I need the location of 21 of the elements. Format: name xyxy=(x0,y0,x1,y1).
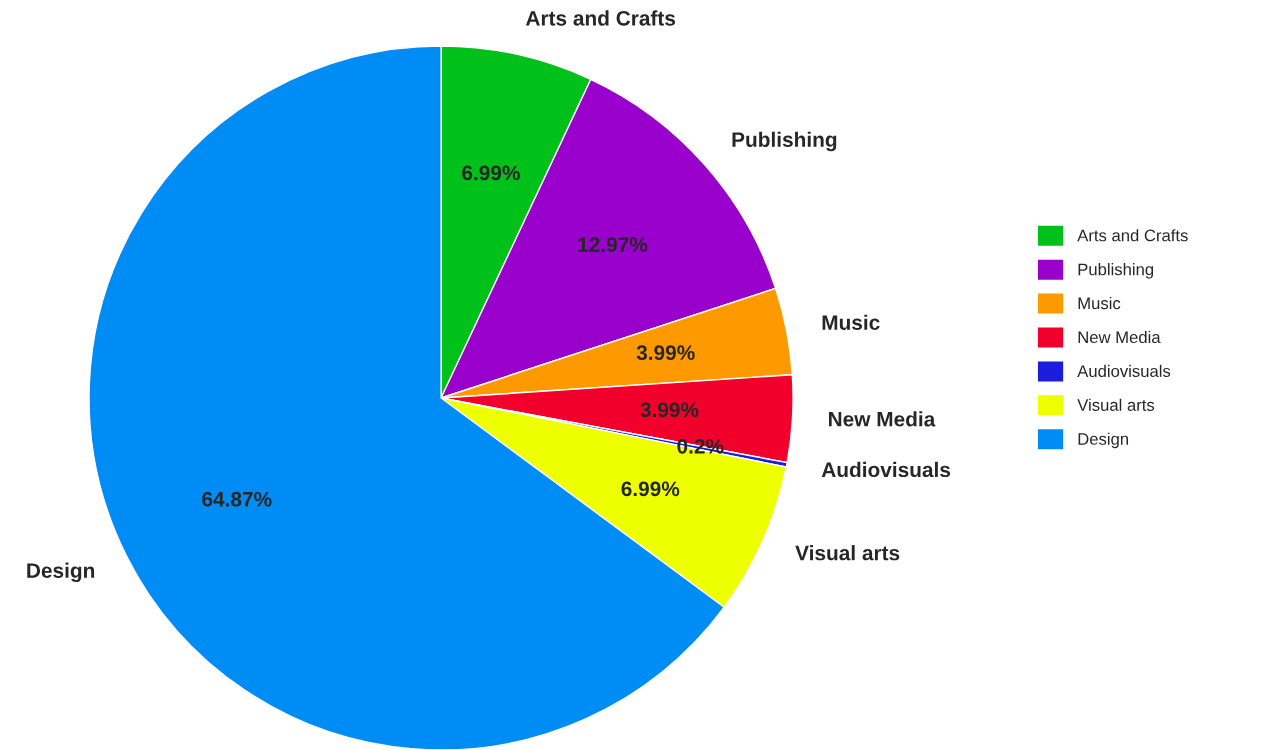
slice-label: Arts and Crafts xyxy=(525,10,676,26)
legend-label: Music xyxy=(1078,296,1121,310)
data-label: 0.2% xyxy=(677,438,724,454)
data-label: 3.99% xyxy=(640,402,699,418)
slice-label: Audiovisuals xyxy=(821,461,951,478)
slice-label: New Media xyxy=(828,411,936,427)
data-label: 12.97% xyxy=(578,237,648,252)
slice-label: Publishing xyxy=(732,131,837,152)
legend-label: New Media xyxy=(1078,330,1161,344)
legend-label: Visual arts xyxy=(1077,398,1155,411)
legend-label: Audiovisuals xyxy=(1077,364,1171,378)
legend-label: Design xyxy=(1078,432,1129,449)
legend-label: Publishing xyxy=(1078,263,1154,279)
slice-label: Music xyxy=(822,314,880,330)
slice-label: Visual arts xyxy=(795,545,900,561)
slice-label: Design xyxy=(27,562,95,583)
data-label: 6.99% xyxy=(462,165,520,181)
data-label: 3.99% xyxy=(636,345,695,361)
legend-label: Arts and Crafts xyxy=(1077,229,1188,242)
data-label: 64.87% xyxy=(202,491,272,507)
data-label: 6.99% xyxy=(621,481,680,497)
